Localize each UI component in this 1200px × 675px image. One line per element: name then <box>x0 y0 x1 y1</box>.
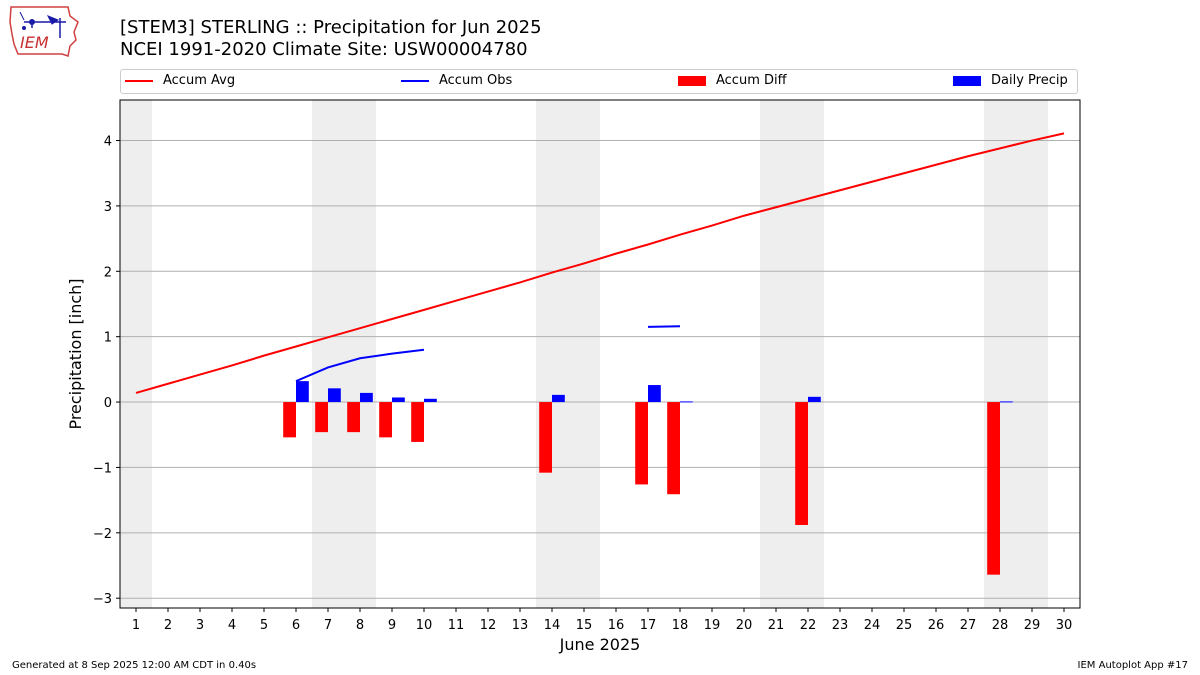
weekend-band <box>1016 100 1048 608</box>
daily-precip-bar <box>808 396 821 403</box>
chart-title: [STEM3] STERLING :: Precipitation for Ju… <box>120 17 542 38</box>
accum-diff-bar <box>315 402 328 433</box>
daily-precip-bar <box>328 388 341 403</box>
x-tick-label: 8 <box>356 618 364 633</box>
x-tick-label: 10 <box>416 618 433 633</box>
weekend-band <box>120 100 152 608</box>
iem-logo: IEM <box>9 6 79 57</box>
accum-diff-bar <box>347 402 360 433</box>
accum-diff-bar <box>411 402 424 442</box>
legend-item-accum-obs: Accum Obs <box>401 73 512 88</box>
weekend-band <box>536 100 568 608</box>
accum-diff-bar <box>283 402 296 438</box>
y-tick-label: −3 <box>93 592 112 607</box>
accum-diff-bar <box>635 402 648 485</box>
y-axis-label: Precipitation [inch] <box>66 278 85 429</box>
y-tick-label: −1 <box>93 461 112 476</box>
x-tick-label: 19 <box>704 618 721 633</box>
weather-station-icon <box>19 11 66 38</box>
footer-generated: Generated at 8 Sep 2025 12:00 AM CDT in … <box>12 660 257 671</box>
daily-precip-bar <box>360 392 373 403</box>
x-tick-label: 1 <box>132 618 140 633</box>
accum-obs-line <box>647 325 681 328</box>
x-tick-label: 16 <box>608 618 625 633</box>
accum-obs-line <box>295 348 425 383</box>
y-tick-label: 0 <box>104 396 112 411</box>
x-tick-label: 17 <box>640 618 657 633</box>
y-tick-label: 3 <box>104 200 112 215</box>
x-tick-label: 7 <box>324 618 332 633</box>
accum-avg-line <box>135 132 1065 394</box>
x-tick-label: 11 <box>448 618 465 633</box>
logo-text: IEM <box>20 33 49 52</box>
x-tick-label: 13 <box>512 618 529 633</box>
y-tick-label: 1 <box>104 331 112 346</box>
accum-diff-bar <box>795 402 808 525</box>
legend-swatch-daily-precip <box>953 75 981 86</box>
weekend-band <box>792 100 824 608</box>
x-tick-label: 2 <box>164 618 172 633</box>
legend-swatch-accum-avg <box>125 79 153 82</box>
weekend-band <box>568 100 600 608</box>
footer-app: IEM Autoplot App #17 <box>1077 660 1188 671</box>
legend-label-accum-avg: Accum Avg <box>163 73 236 88</box>
x-tick-label: 27 <box>960 618 977 633</box>
accum-diff-bar <box>539 402 552 473</box>
x-tick-label: 30 <box>1056 618 1073 633</box>
x-tick-label: 3 <box>196 618 204 633</box>
accum-diff-bar <box>379 402 392 438</box>
accum-diff-bar <box>667 402 680 495</box>
y-tick-label: −2 <box>93 527 112 542</box>
x-tick-label: 18 <box>672 618 689 633</box>
x-tick-label: 26 <box>928 618 945 633</box>
plot-frame <box>119 99 1081 609</box>
weekend-band <box>344 100 376 608</box>
legend-swatch-accum-obs <box>401 79 429 82</box>
legend-label-daily-precip: Daily Precip <box>991 73 1068 88</box>
legend-item-accum-avg: Accum Avg <box>125 73 235 88</box>
x-tick-label: 22 <box>800 618 817 633</box>
x-tick-label: 24 <box>864 618 881 633</box>
x-tick-label: 9 <box>388 618 396 633</box>
x-tick-label: 6 <box>292 618 300 633</box>
x-tick-label: 15 <box>576 618 593 633</box>
x-tick-label: 29 <box>1024 618 1041 633</box>
accum-diff-bar <box>987 402 1000 575</box>
x-axis-label: June 2025 <box>559 635 641 654</box>
x-tick-label: 5 <box>260 618 268 633</box>
x-tick-label: 28 <box>992 618 1009 633</box>
chart-legend: Accum Avg Accum Obs Accum Diff Daily Pre… <box>120 69 1078 94</box>
weekend-band <box>760 100 792 608</box>
legend-label-accum-diff: Accum Diff <box>716 73 787 88</box>
y-tick-label: 4 <box>104 135 112 150</box>
legend-item-accum-diff: Accum Diff <box>678 73 787 88</box>
weekend-band <box>312 100 344 608</box>
y-tick-label: 2 <box>104 265 112 280</box>
x-tick-label: 12 <box>480 618 497 633</box>
x-tick-label: 4 <box>228 618 236 633</box>
daily-precip-bar <box>648 385 661 403</box>
daily-precip-bar <box>680 401 693 403</box>
daily-precip-bar <box>552 394 565 403</box>
legend-item-daily-precip: Daily Precip <box>953 73 1068 88</box>
x-tick-label: 21 <box>768 618 785 633</box>
daily-precip-bar <box>1000 401 1013 403</box>
x-tick-label: 20 <box>736 618 753 633</box>
x-tick-label: 25 <box>896 618 913 633</box>
chart-subtitle: NCEI 1991-2020 Climate Site: USW00004780 <box>120 39 528 60</box>
daily-precip-bar <box>424 398 437 403</box>
daily-precip-bar <box>392 397 405 403</box>
x-tick-label: 23 <box>832 618 849 633</box>
daily-precip-bar <box>296 381 309 403</box>
legend-label-accum-obs: Accum Obs <box>439 73 513 88</box>
x-tick-label: 14 <box>544 618 561 633</box>
legend-swatch-accum-diff <box>678 75 706 86</box>
